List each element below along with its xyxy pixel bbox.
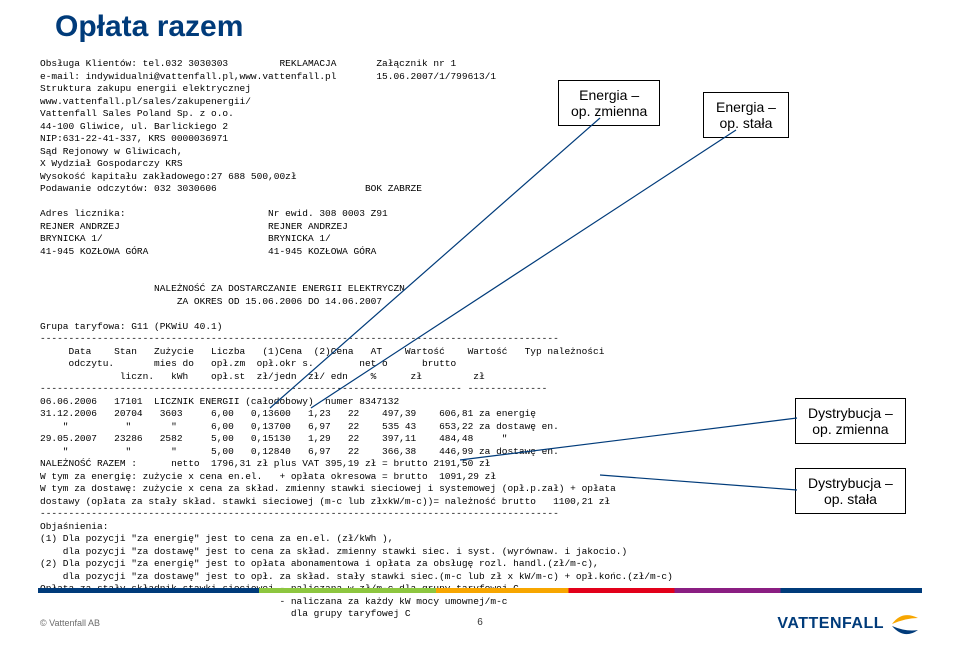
invoice-document-text: Obsługa Klientów: tel.032 3030303 REKLAM… xyxy=(40,58,673,621)
callout-label: Dystrybucja – xyxy=(808,405,893,421)
vattenfall-logo: VATTENFALL xyxy=(777,612,920,636)
page-title: Opłata razem xyxy=(55,10,243,44)
callout-label: op. zmienna xyxy=(812,421,888,437)
callout-dystrybucja-stala: Dystrybucja – op. stała xyxy=(795,468,906,514)
callout-energia-zmienna: Energia – op. zmienna xyxy=(558,80,660,126)
footer-color-bar xyxy=(38,588,922,593)
logo-swoosh-icon xyxy=(890,612,920,636)
logo-text: VATTENFALL xyxy=(777,615,884,633)
callout-dystrybucja-zmienna: Dystrybucja – op. zmienna xyxy=(795,398,906,444)
callout-label: op. zmienna xyxy=(571,103,647,119)
callout-energia-stala: Energia – op. stała xyxy=(703,92,789,138)
callout-label: op. stała xyxy=(720,115,773,131)
callout-label: op. stała xyxy=(824,491,877,507)
copyright-text: © Vattenfall AB xyxy=(40,618,100,628)
callout-label: Energia – xyxy=(716,99,776,115)
callout-label: Dystrybucja – xyxy=(808,475,893,491)
callout-label: Energia – xyxy=(579,87,639,103)
page-number: 6 xyxy=(477,617,483,628)
